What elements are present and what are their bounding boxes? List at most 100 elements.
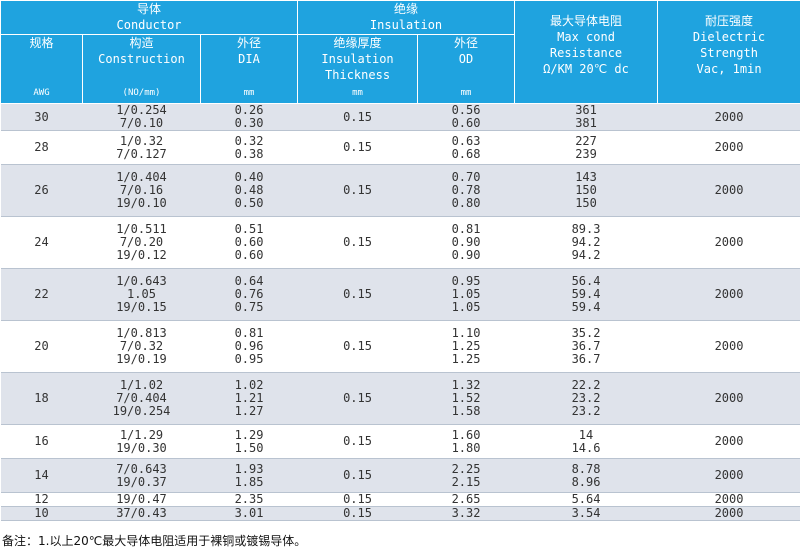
od-cell-line: 0.70 xyxy=(451,170,481,184)
dielectric-cn-label: 耐压强度 xyxy=(705,14,754,28)
resistance-cell: 361 381 xyxy=(514,103,658,131)
dia-cell-line: 1.02 xyxy=(234,378,264,392)
construction-cell-line: 19/0.47 xyxy=(116,492,167,506)
dia-cell-line: 0.60 xyxy=(234,235,264,249)
thickness-cell: 0.15 xyxy=(297,103,418,131)
od-cell-line: 1.52 xyxy=(451,391,481,405)
conductor-header: 导体 Conductor xyxy=(0,0,299,35)
thickness-cell: 0.15 xyxy=(297,372,418,425)
dia-header: 外径 DIA mm xyxy=(199,34,299,104)
od-cell: 2.65 xyxy=(417,492,515,507)
wire-spec-table: 导体 Conductor 绝缘 Insulation 最大导体电阻 Max co… xyxy=(0,0,800,521)
dia-cell-line: 0.81 xyxy=(234,326,264,340)
dia-cell-line: 0.75 xyxy=(234,300,264,314)
od-cn-label: 外径 xyxy=(454,36,479,50)
resistance-en-label-1: Max cond xyxy=(557,30,615,44)
construction-cell: 1/0.32 7/0.127 xyxy=(82,130,201,165)
od-cell: 2.25 2.15 xyxy=(417,458,515,493)
construction-cell-line: 1/0.813 xyxy=(116,326,167,340)
dia-cell: 1.93 1.85 xyxy=(200,458,298,493)
thickness-cn-label: 绝缘厚度 xyxy=(333,36,382,50)
awg-cell: 30 xyxy=(0,103,83,131)
od-cell: 3.32 xyxy=(417,506,515,521)
od-en-label: OD xyxy=(458,52,474,66)
awg-cell: 10 xyxy=(0,506,83,521)
table-body: 30 1/0.254 7/0.10 0.26 0.30 0.15 0.56 0.60 361 38… xyxy=(0,103,800,521)
construction-cell-line: 19/0.37 xyxy=(116,474,167,489)
resistance-cell-line: 23.2 xyxy=(571,391,601,405)
resistance-cell-line: 94.2 xyxy=(571,248,601,262)
construction-cell: 7/0.643 19/0.37 xyxy=(82,458,201,493)
resistance-cell-line: 35.2 xyxy=(571,326,601,340)
od-cell: 1.10 1.25 1.25 xyxy=(417,320,515,373)
dielectric-header: 耐压强度 Dielectric Strength Vac, 1min xyxy=(657,0,800,104)
dielectric-en-label-1: Dielectric xyxy=(692,30,766,44)
resistance-cn-label: 最大导体电阻 xyxy=(550,14,623,28)
dia-cell-line: 0.60 xyxy=(234,248,264,262)
resistance-cell-line: 89.3 xyxy=(571,222,601,236)
resistance-cell-line: 14 xyxy=(578,427,594,442)
resistance-cell-line: 36.7 xyxy=(571,352,601,366)
construction-cell-line: 1/0.32 xyxy=(119,133,164,148)
table-row: 16 1/1.29 19/0.30 1.29 1.50 0.15 1.60 1.80 14 14.… xyxy=(0,424,800,459)
od-cell-line: 2.65 xyxy=(451,492,481,506)
construction-cell: 1/1.29 19/0.30 xyxy=(82,424,201,459)
gauge-cn-label: 规格 xyxy=(29,36,54,50)
dia-cell: 0.26 0.30 xyxy=(200,103,298,131)
thickness-unit-label: mm xyxy=(352,88,363,98)
od-cell-line: 1.05 xyxy=(451,287,481,301)
conductor-cn-label: 导体 xyxy=(137,2,162,16)
table-row: 26 1/0.404 7/0.16 19/0.10 0.40 0.48 0.50 0.15 0.… xyxy=(0,164,800,217)
construction-cell-line: 1/1.29 xyxy=(119,427,164,442)
thickness-cell: 0.15 xyxy=(297,458,418,493)
dia-cell: 1.02 1.21 1.27 xyxy=(200,372,298,425)
table-row: 24 1/0.511 7/0.20 19/0.12 0.51 0.60 0.60 0.15 0.… xyxy=(0,216,800,269)
awg-cell: 26 xyxy=(0,164,83,217)
dia-cell-line: 0.51 xyxy=(234,222,264,236)
dielectric-cell: 2000 xyxy=(657,424,800,459)
thickness-cell: 0.15 xyxy=(297,492,418,507)
dielectric-en-label-3: Vac, 1min xyxy=(696,62,762,76)
resistance-cell-line: 8.78 xyxy=(571,461,601,476)
resistance-cell-line: 381 xyxy=(575,116,597,130)
construction-cell-line: 7/0.404 xyxy=(116,391,167,405)
construction-cell: 19/0.47 xyxy=(82,492,201,507)
resistance-cell: 14 14.6 xyxy=(514,424,658,459)
dia-cell: 2.35 xyxy=(200,492,298,507)
dia-cn-label: 外径 xyxy=(237,36,262,50)
resistance-cell-line: 94.2 xyxy=(571,235,601,249)
awg-cell: 28 xyxy=(0,130,83,165)
construction-cell-line: 19/0.15 xyxy=(116,300,167,314)
footnote: 备注：1.以上20℃最大导体电阻适用于裸铜或镀锡导体。 xyxy=(2,534,307,548)
dielectric-cell: 2000 xyxy=(657,506,800,521)
awg-cell: 22 xyxy=(0,268,83,321)
thickness-cell: 0.15 xyxy=(297,424,418,459)
dia-cell-line: 1.50 xyxy=(234,440,264,455)
thickness-en-label-2: Thickness xyxy=(325,68,391,82)
construction-cell: 1/0.511 7/0.20 19/0.12 xyxy=(82,216,201,269)
resistance-cell-line: 56.4 xyxy=(571,274,601,288)
construction-cell-line: 1/1.02 xyxy=(119,378,164,392)
awg-cell: 12 xyxy=(0,492,83,507)
thickness-cell: 0.15 xyxy=(297,216,418,269)
resistance-cell: 35.2 36.7 36.7 xyxy=(514,320,658,373)
resistance-en-label-2: Resistance xyxy=(549,46,623,60)
dielectric-cell: 2000 xyxy=(657,164,800,217)
awg-cell: 18 xyxy=(0,372,83,425)
od-cell-line: 1.32 xyxy=(451,378,481,392)
od-cell-line: 0.56 xyxy=(451,103,481,117)
table-row: 14 7/0.643 19/0.37 1.93 1.85 0.15 2.25 2.15 8.78… xyxy=(0,458,800,493)
dia-cell-line: 0.95 xyxy=(234,352,264,366)
construction-cell-line: 1/0.511 xyxy=(116,222,167,236)
od-cell-line: 1.58 xyxy=(451,404,481,418)
resistance-cell: 56.4 59.4 59.4 xyxy=(514,268,658,321)
table-row: 10 37/0.43 3.01 0.15 3.32 3.54 2000 xyxy=(0,506,800,521)
construction-cell-line: 19/0.19 xyxy=(116,352,167,366)
construction-header: 构造 Construction (NO/mm) xyxy=(82,34,201,104)
resistance-cell-line: 239 xyxy=(575,146,597,161)
construction-cell-line: 1/0.254 xyxy=(116,103,167,117)
construction-cell-line: 1/0.404 xyxy=(116,170,167,184)
construction-cell: 1/0.404 7/0.16 19/0.10 xyxy=(82,164,201,217)
thickness-cell: 0.15 xyxy=(297,320,418,373)
